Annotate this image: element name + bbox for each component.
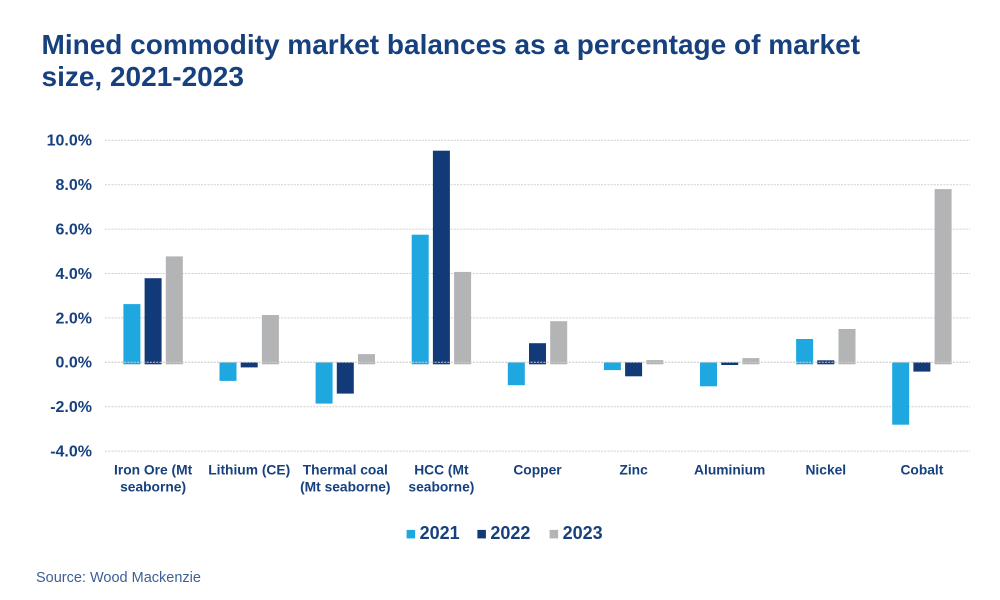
svg-text:2021: 2021 <box>420 523 460 543</box>
svg-text:8.0%: 8.0% <box>56 177 92 194</box>
svg-text:-2.0%: -2.0% <box>50 399 92 416</box>
svg-text:Aluminium: Aluminium <box>694 462 765 477</box>
svg-text:seaborne): seaborne) <box>120 479 186 494</box>
svg-text:4.0%: 4.0% <box>56 266 92 283</box>
svg-text:seaborne): seaborne) <box>408 479 474 494</box>
svg-text:-4.0%: -4.0% <box>50 444 92 461</box>
svg-text:HCC (Mt: HCC (Mt <box>414 462 469 477</box>
svg-text:Nickel: Nickel <box>805 462 846 477</box>
svg-text:Source: Wood Mackenzie: Source: Wood Mackenzie <box>36 570 201 586</box>
svg-text:2023: 2023 <box>563 523 603 543</box>
svg-text:6.0%: 6.0% <box>56 222 92 239</box>
svg-text:2022: 2022 <box>490 523 530 543</box>
svg-text:Lithium (CE): Lithium (CE) <box>208 462 290 477</box>
svg-text:Thermal coal: Thermal coal <box>303 462 388 477</box>
svg-text:Zinc: Zinc <box>619 462 648 477</box>
svg-text:(Mt seaborne): (Mt seaborne) <box>300 479 390 494</box>
svg-text:10.0%: 10.0% <box>47 133 92 150</box>
svg-text:Copper: Copper <box>513 462 562 477</box>
svg-text:2.0%: 2.0% <box>56 310 92 327</box>
svg-text:0.0%: 0.0% <box>56 355 92 372</box>
svg-text:Cobalt: Cobalt <box>900 462 943 477</box>
svg-text:Iron Ore (Mt: Iron Ore (Mt <box>114 462 193 477</box>
